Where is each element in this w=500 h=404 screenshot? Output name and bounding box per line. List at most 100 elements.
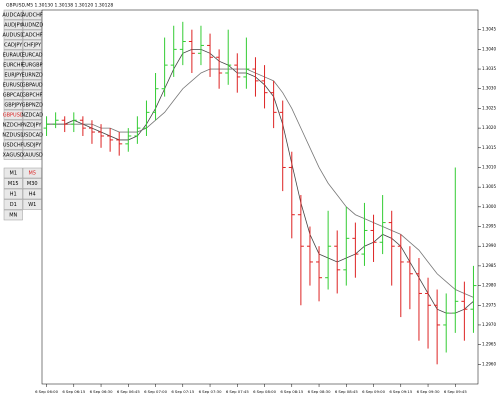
- button-label[interactable]: H1: [10, 192, 17, 198]
- button[interactable]: NZDJPY: [22, 119, 42, 130]
- button-face[interactable]: [3, 9, 23, 20]
- button-label[interactable]: XAGUSD: [3, 152, 24, 158]
- button-label[interactable]: NZDCHF: [3, 122, 24, 128]
- button-face[interactable]: [3, 209, 23, 221]
- button[interactable]: M15: [3, 178, 23, 189]
- button[interactable]: EURGBP: [22, 59, 43, 70]
- button[interactable]: GBPJPY: [3, 99, 23, 110]
- button[interactable]: CADCHF: [22, 29, 43, 40]
- button-face[interactable]: [3, 167, 23, 179]
- button-label[interactable]: AUDJPY: [4, 22, 23, 28]
- button-label[interactable]: EURCHF: [3, 62, 23, 68]
- button-face[interactable]: [3, 19, 23, 30]
- button[interactable]: H4: [22, 188, 42, 200]
- button-face[interactable]: [3, 69, 23, 80]
- button-face[interactable]: [3, 188, 23, 200]
- button-face[interactable]: [22, 199, 42, 210]
- button-label[interactable]: USDJPY: [23, 142, 42, 148]
- button-label[interactable]: EURAUD: [3, 52, 24, 58]
- button-face[interactable]: [3, 89, 23, 100]
- button-label[interactable]: AUDCHF: [22, 12, 43, 18]
- button-face[interactable]: [3, 139, 23, 150]
- button-label[interactable]: AUDCAD: [2, 12, 24, 18]
- button[interactable]: NZDCHF: [3, 119, 24, 130]
- button-face[interactable]: [22, 149, 42, 160]
- button-face[interactable]: [22, 89, 42, 100]
- button[interactable]: EURCAD: [22, 49, 43, 60]
- button-label[interactable]: EURJPY: [4, 72, 23, 78]
- button-label[interactable]: GBPJPY: [4, 102, 23, 108]
- button-label[interactable]: EURGBP: [22, 62, 43, 68]
- button-label[interactable]: NZDJPY: [23, 122, 42, 128]
- button-face[interactable]: [3, 99, 23, 110]
- button[interactable]: H1: [3, 188, 23, 200]
- button-face[interactable]: [22, 119, 42, 130]
- button[interactable]: GBPNZD: [22, 99, 43, 110]
- button[interactable]: M30: [22, 178, 42, 189]
- button-face[interactable]: [3, 149, 23, 160]
- button[interactable]: CHFJPY: [22, 39, 42, 50]
- button-face[interactable]: [22, 69, 42, 80]
- button[interactable]: USDCAD: [22, 129, 44, 140]
- button[interactable]: EURCHF: [3, 59, 23, 70]
- button-face[interactable]: [22, 59, 42, 70]
- button[interactable]: XAUUSD: [22, 149, 43, 160]
- button-label[interactable]: CADCHF: [22, 32, 43, 38]
- button[interactable]: XAGUSD: [3, 149, 24, 160]
- button-label[interactable]: MN: [9, 213, 17, 219]
- button-face[interactable]: [3, 119, 23, 130]
- button-label[interactable]: H4: [29, 192, 36, 198]
- button-face[interactable]: [3, 109, 23, 120]
- button-label[interactable]: CHFJPY: [23, 42, 42, 48]
- button[interactable]: EURAUD: [3, 49, 24, 60]
- button-face[interactable]: [3, 199, 23, 210]
- button-face[interactable]: [22, 139, 42, 150]
- button-label[interactable]: W1: [28, 202, 36, 208]
- button[interactable]: MN: [3, 209, 23, 221]
- button-face[interactable]: [22, 19, 42, 30]
- button-label[interactable]: D1: [10, 202, 17, 208]
- button-label[interactable]: GBPNZD: [22, 102, 43, 108]
- button-face[interactable]: [3, 29, 23, 40]
- button-face[interactable]: [22, 79, 42, 90]
- button-label[interactable]: M30: [27, 181, 38, 187]
- button-face[interactable]: [3, 129, 23, 140]
- button[interactable]: GBPUSD: [3, 109, 24, 120]
- button[interactable]: EURNZD: [22, 69, 43, 80]
- button-label[interactable]: GBPAUD: [22, 82, 43, 88]
- button-label[interactable]: USDCHF: [3, 142, 24, 148]
- button[interactable]: AUDJPY: [3, 19, 23, 30]
- button[interactable]: M5: [22, 167, 42, 179]
- button-face[interactable]: [22, 49, 42, 60]
- button[interactable]: AUDCHF: [22, 9, 43, 20]
- button-label[interactable]: USDCAD: [22, 132, 44, 138]
- button[interactable]: USDJPY: [22, 139, 42, 150]
- button[interactable]: GBPCAD: [3, 89, 24, 100]
- button[interactable]: NZDUSD: [2, 129, 24, 140]
- button-label[interactable]: EURCAD: [22, 52, 43, 58]
- button[interactable]: AUDNZD: [21, 19, 43, 30]
- button-face[interactable]: [22, 188, 42, 200]
- button-label[interactable]: CADJPY: [4, 42, 23, 48]
- button-face[interactable]: [3, 59, 23, 70]
- button[interactable]: AUDUSD: [2, 29, 24, 40]
- button[interactable]: EURJPY: [3, 69, 23, 80]
- button-face[interactable]: [22, 99, 42, 110]
- button-label[interactable]: AUDNZD: [21, 22, 43, 28]
- button[interactable]: GBPCHF: [22, 89, 43, 100]
- button-face[interactable]: [22, 39, 42, 50]
- button-label[interactable]: AUDUSD: [2, 32, 24, 38]
- button[interactable]: CADJPY: [3, 39, 23, 50]
- button-label[interactable]: GBPUSD: [3, 112, 24, 118]
- button-face[interactable]: [22, 129, 42, 140]
- button-face[interactable]: [22, 109, 42, 120]
- button-face[interactable]: [22, 178, 42, 189]
- button-face[interactable]: [22, 29, 42, 40]
- button-label[interactable]: NZDUSD: [2, 132, 24, 138]
- button-label[interactable]: EURNZD: [22, 72, 43, 78]
- button-face[interactable]: [3, 178, 23, 189]
- button-face[interactable]: [22, 9, 42, 20]
- button[interactable]: AUDCAD: [2, 9, 24, 20]
- button[interactable]: W1: [22, 199, 42, 210]
- button-label[interactable]: GBPCHF: [22, 92, 43, 98]
